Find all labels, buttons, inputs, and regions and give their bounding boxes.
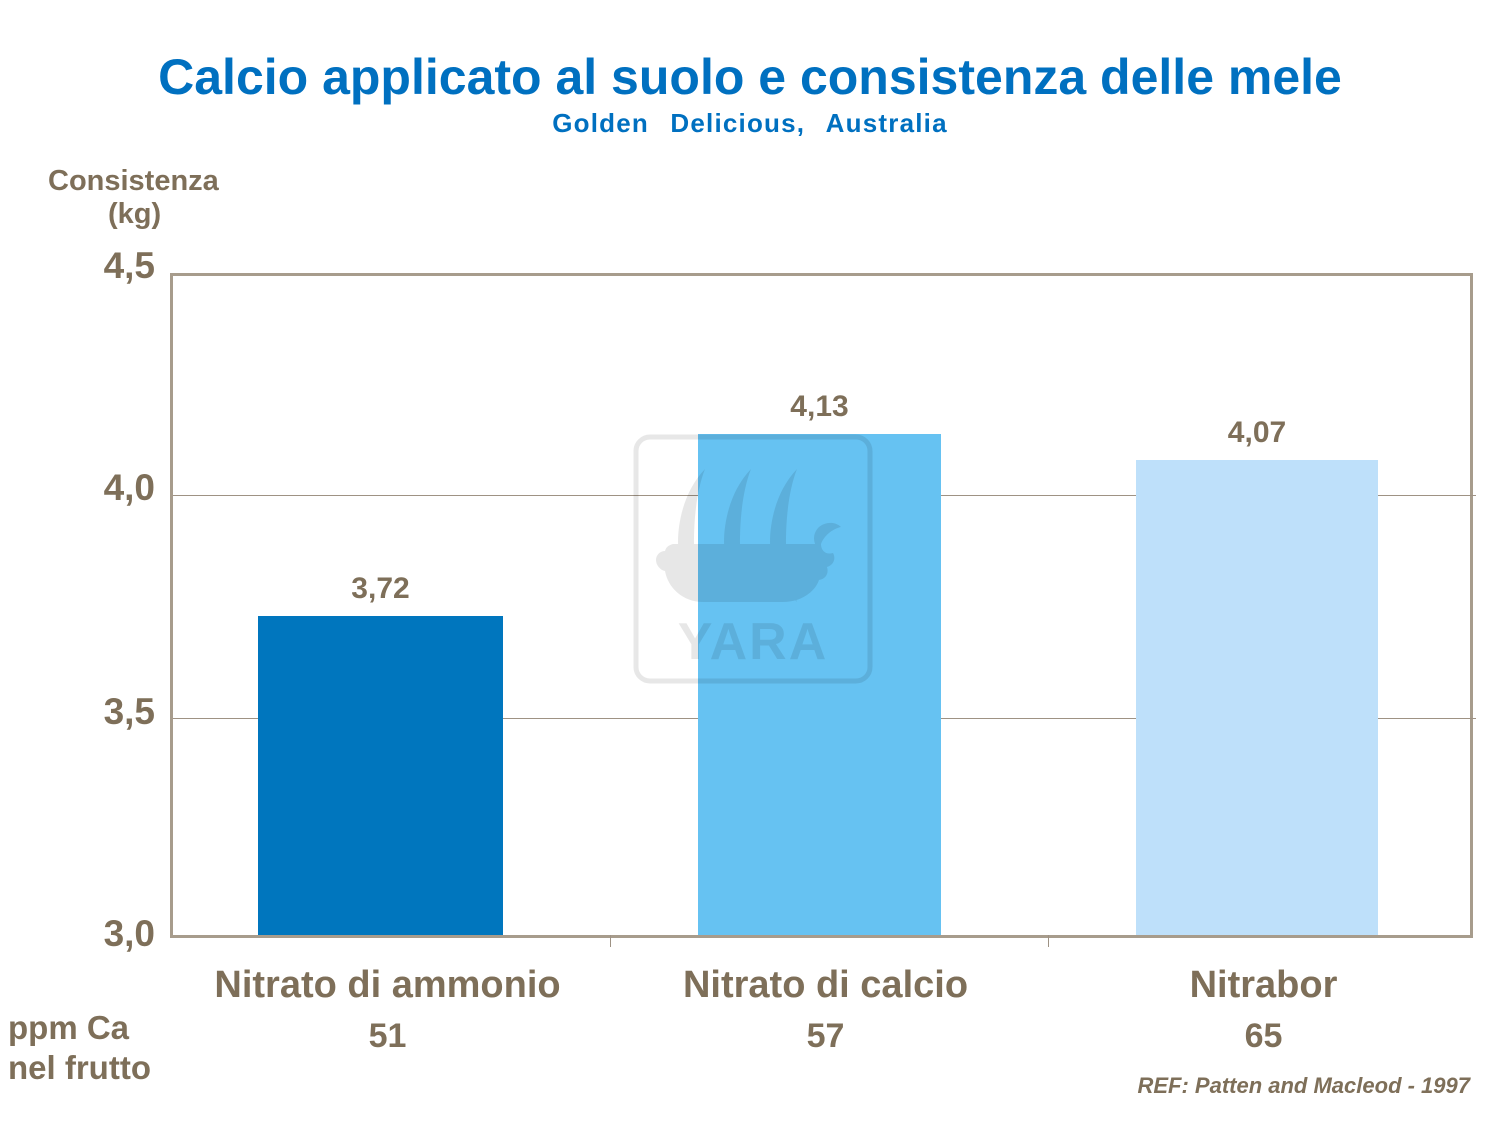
svg-text:YARA: YARA (678, 613, 829, 671)
